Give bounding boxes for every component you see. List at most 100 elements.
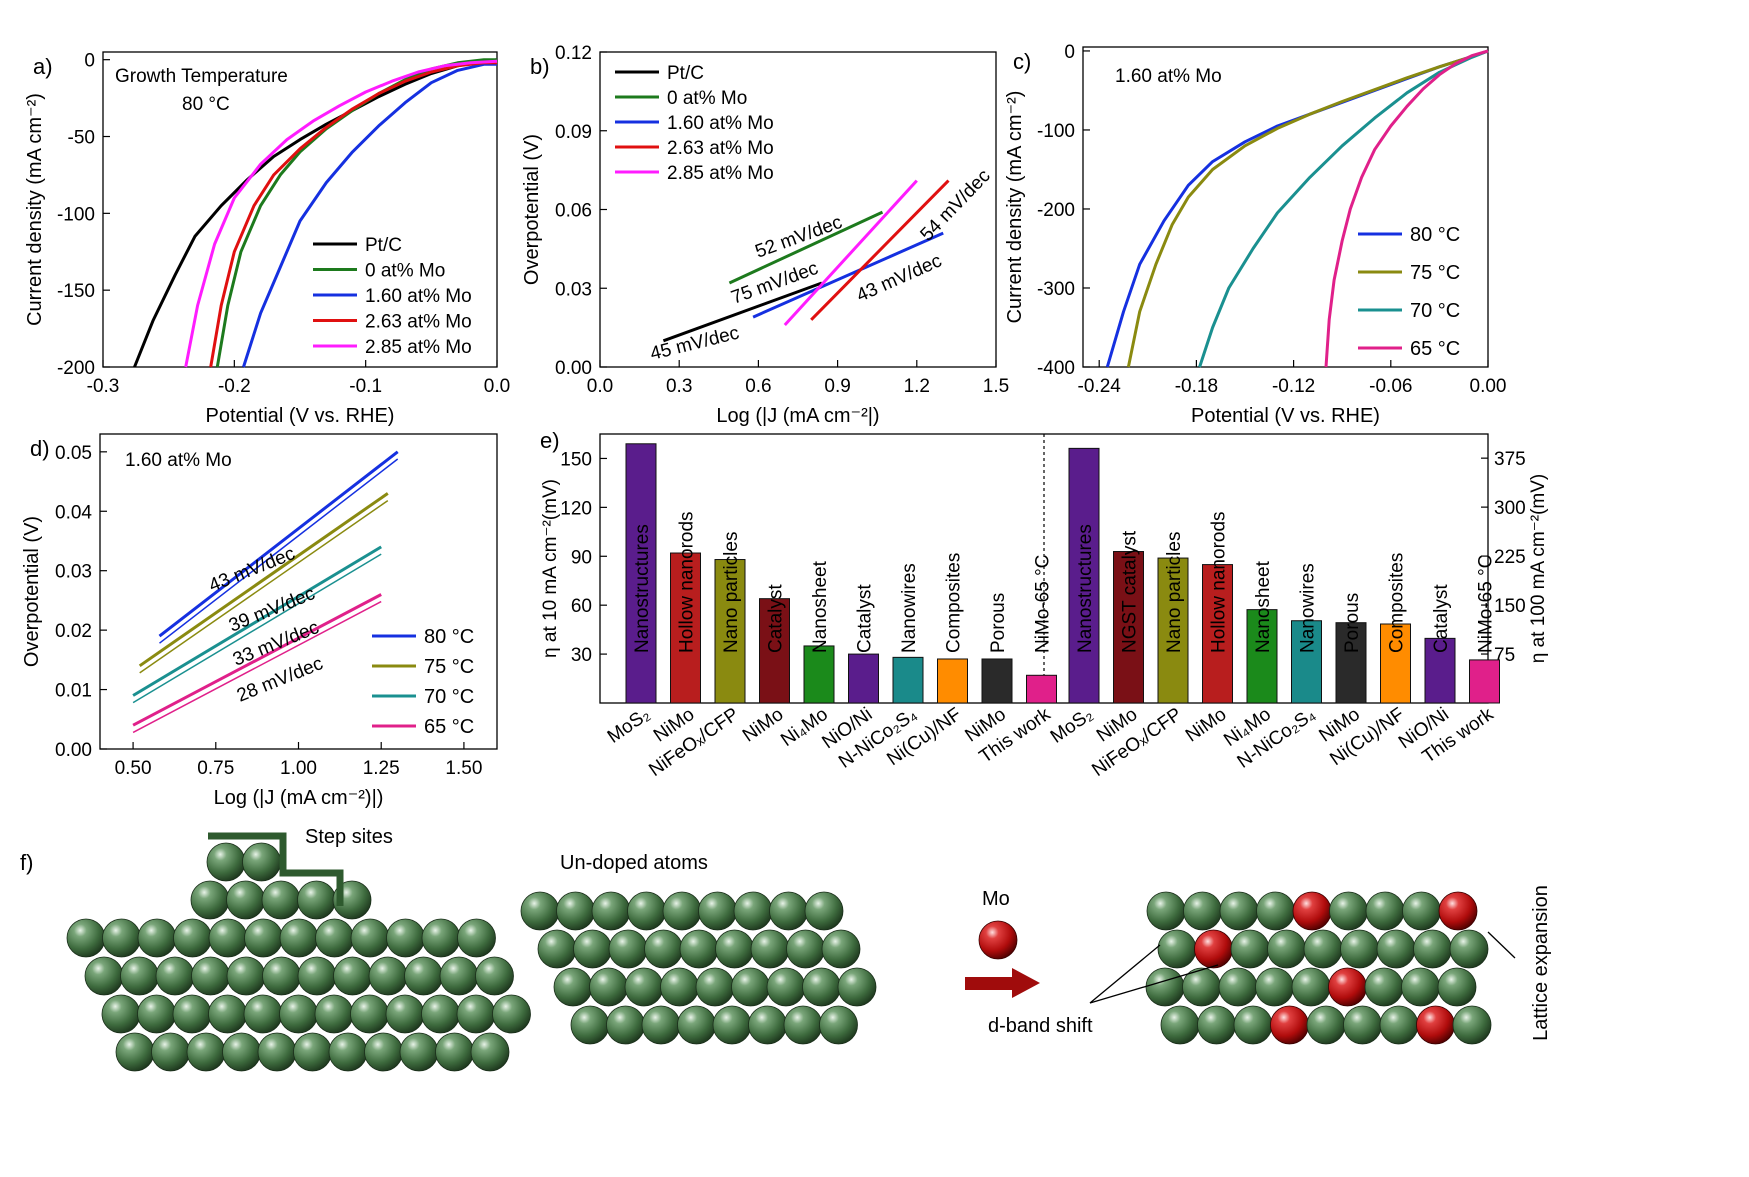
y-tick-label: -200 <box>57 358 95 379</box>
legend-entry-b: Pt/C <box>667 63 704 84</box>
ni-atom <box>1255 967 1294 1007</box>
ni-atom <box>1233 1005 1273 1045</box>
ni-atom <box>783 1005 823 1045</box>
y-tick-label: -100 <box>1037 121 1075 142</box>
x-tick-label: 0.0 <box>587 376 613 397</box>
legend-entry-c: 70 °C <box>1410 300 1460 322</box>
y-axis-label: Overpotential (V) <box>21 516 43 667</box>
legend-entry-d: 80 °C <box>424 626 474 648</box>
ni-atom <box>662 891 702 931</box>
panel-label-b: b) <box>530 54 550 79</box>
ni-atom <box>421 918 461 958</box>
bar-label: NGST catalyst <box>1120 530 1141 653</box>
mo-atom <box>1194 929 1233 969</box>
ni-atom <box>556 891 595 931</box>
step-sites-marker <box>208 832 344 906</box>
plot-frame-c <box>1082 46 1489 368</box>
ni-atom <box>1145 967 1185 1007</box>
ni-atom <box>1197 1005 1236 1045</box>
ni-atom <box>386 918 425 958</box>
x-tick-label: 0.75 <box>197 758 234 779</box>
ni-atom <box>475 956 514 996</box>
ni-atom <box>573 929 612 969</box>
y-tick-label: -150 <box>57 281 95 302</box>
panel-label-d: d) <box>30 436 50 461</box>
ni-atom <box>1230 929 1270 969</box>
mo-atom <box>1438 891 1478 931</box>
category-label: MoS₂ <box>604 704 654 748</box>
bar <box>848 653 879 704</box>
series-line-b <box>752 231 944 319</box>
bar-label: Catalyst <box>766 584 787 653</box>
ni-atom <box>733 891 773 931</box>
x-tick-label: -0.24 <box>1078 376 1122 397</box>
ni-atom <box>1267 929 1306 969</box>
series-line-b <box>810 179 950 321</box>
ni-atom <box>328 1032 368 1072</box>
y-tick-label-right: 225 <box>1494 547 1526 568</box>
bar-label: Catalyst <box>855 584 876 653</box>
ni-atom <box>364 1032 403 1072</box>
series-line-d <box>138 492 389 668</box>
ni-atom <box>435 1032 474 1072</box>
ni-atom <box>591 891 631 931</box>
bar <box>1026 674 1057 704</box>
legend-entry-a: Pt/C <box>365 235 402 256</box>
legend-entry-b: 2.63 at% Mo <box>667 138 774 159</box>
ni-atom <box>206 842 246 882</box>
bar-label: Nano particles <box>1164 532 1185 653</box>
lattice-pointer <box>1487 931 1516 959</box>
ni-atom <box>837 967 877 1007</box>
x-tick-label: 0.50 <box>115 758 152 779</box>
ni-atom <box>624 967 664 1007</box>
ni-atom <box>261 880 301 920</box>
series-fit-d <box>132 600 382 734</box>
slope-label-b: 54 mV/dec <box>916 166 994 246</box>
ni-atom <box>173 918 212 958</box>
bar <box>1113 551 1144 704</box>
bar <box>1157 557 1189 704</box>
ni-atom <box>715 929 754 969</box>
doping-arrow-head <box>1012 968 1040 998</box>
y-axis-label-left: η at 10 mA cm⁻²(mV) <box>540 479 561 658</box>
x-tick-label: 0.00 <box>1470 376 1507 397</box>
ni-atom <box>297 880 336 920</box>
ni-atom <box>1413 929 1452 969</box>
ni-atom <box>262 956 301 996</box>
ni-atom <box>570 1005 610 1045</box>
ni-atom <box>137 994 176 1034</box>
ni-atom <box>589 967 628 1007</box>
ni-atom <box>84 956 124 996</box>
series-line-c <box>1324 49 1489 368</box>
series-line-b <box>783 179 918 327</box>
x-tick-label: 1.50 <box>445 758 482 779</box>
y-tick-label-right: 150 <box>1494 596 1526 617</box>
ni-atom <box>470 1032 510 1072</box>
y-axis-label: Overpotential (V) <box>521 134 543 285</box>
mo-atom <box>1292 891 1332 931</box>
y-tick-label: 0.03 <box>555 279 592 300</box>
panel-label-c: c) <box>1013 49 1031 74</box>
ni-atom <box>819 1005 858 1045</box>
category-label: NiMo <box>1182 704 1230 747</box>
bar-label: Composites <box>944 553 965 653</box>
ni-atom <box>537 929 577 969</box>
annotation-d: 1.60 at% Mo <box>125 450 232 471</box>
x-tick-label: -0.12 <box>1272 376 1315 397</box>
annotation-a: 80 °C <box>182 94 230 115</box>
series-line-d <box>132 545 382 697</box>
ni-atom <box>279 994 318 1034</box>
ni-atom <box>421 994 460 1034</box>
ni-atom <box>492 994 531 1034</box>
ni-atom <box>226 880 265 920</box>
bar <box>1291 620 1322 704</box>
ni-atom <box>695 967 735 1007</box>
x-axis-label: Log (|J (mA cm⁻²|) <box>716 405 879 427</box>
ni-atom <box>399 1032 439 1072</box>
ni-atom <box>1306 1005 1346 1045</box>
series-line-a <box>242 62 497 368</box>
bar <box>981 658 1013 704</box>
y-tick-label: 0.00 <box>55 740 92 761</box>
y-tick-label: 0.05 <box>55 443 92 464</box>
